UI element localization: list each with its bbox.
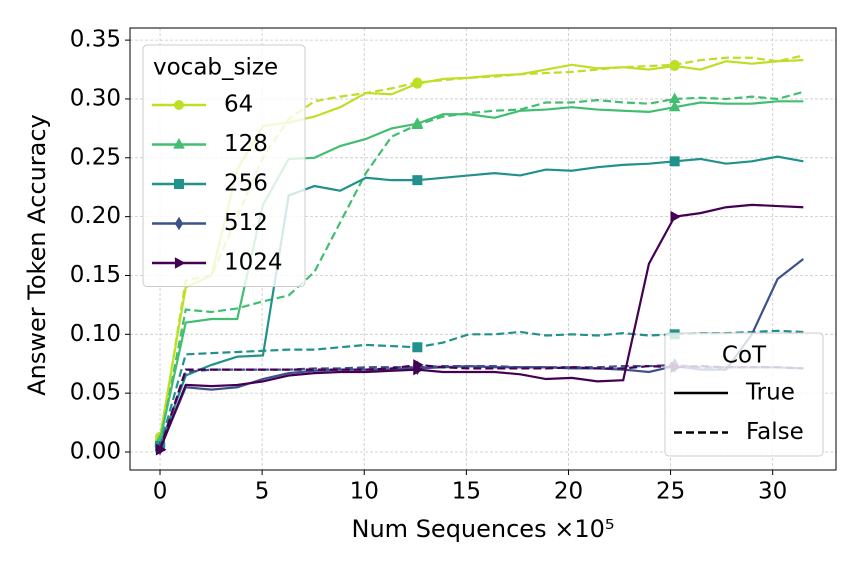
marker [669,156,680,167]
x-tick-label: 25 [656,479,685,505]
legend: CoT True False [664,332,824,457]
series-line [158,203,804,451]
y-tick-label: 0.10 [70,321,121,347]
plot-frame [129,27,837,471]
legend-title: CoT [722,343,767,369]
marker [668,92,681,104]
marker [412,342,423,353]
marker [412,77,423,88]
y-tick-label: 0.05 [70,380,121,406]
legend-label: False [746,419,804,445]
y-tick-label: 0.00 [70,438,121,464]
legend-label: 256 [224,171,268,197]
legend: vocab_size 64 128 256 512 1024 [142,44,306,287]
marker [670,210,682,223]
x-tick-label: 30 [758,479,787,505]
marker [411,118,424,129]
marker [174,216,184,231]
y-tick-label: 0.30 [70,85,121,111]
x-tick-label: 0 [153,479,168,505]
legend-label: 128 [224,131,268,157]
marker [173,138,185,149]
y-axis-label: Answer Token Accuracy [23,114,51,396]
y-tick-label: 0.35 [70,27,121,53]
marker [668,100,681,112]
x-tick-label: 20 [554,479,583,505]
legend-title: vocab_size [153,55,278,81]
marker [413,359,424,371]
y-tick-label: 0.20 [70,203,121,229]
x-tick-label: 5 [255,479,270,505]
legend-label: 1024 [224,250,283,276]
legend-label: True [745,380,795,406]
marker [174,100,184,110]
y-tick-label: 0.15 [70,262,121,288]
marker [174,179,184,189]
legends: vocab_size 64 128 256 512 1024 CoT True False [142,44,824,457]
marker [669,59,680,70]
x-tick-label: 15 [452,479,481,505]
axes: 0.00 0.05 0.10 0.15 0.20 0.25 0.30 0.35 0 5 10 15 20… [70,27,788,505]
x-tick-label: 10 [350,479,379,505]
x-axis-label: Num Sequences ×10⁵ [352,515,615,543]
y-tick-label: 0.25 [70,144,121,170]
marker [412,175,423,186]
legend-box [664,332,824,457]
series-line [158,90,804,443]
legend-label: 512 [224,210,268,236]
marker [155,443,167,456]
marker [174,257,186,269]
series-line [158,155,804,447]
legend-label: 64 [224,92,253,118]
